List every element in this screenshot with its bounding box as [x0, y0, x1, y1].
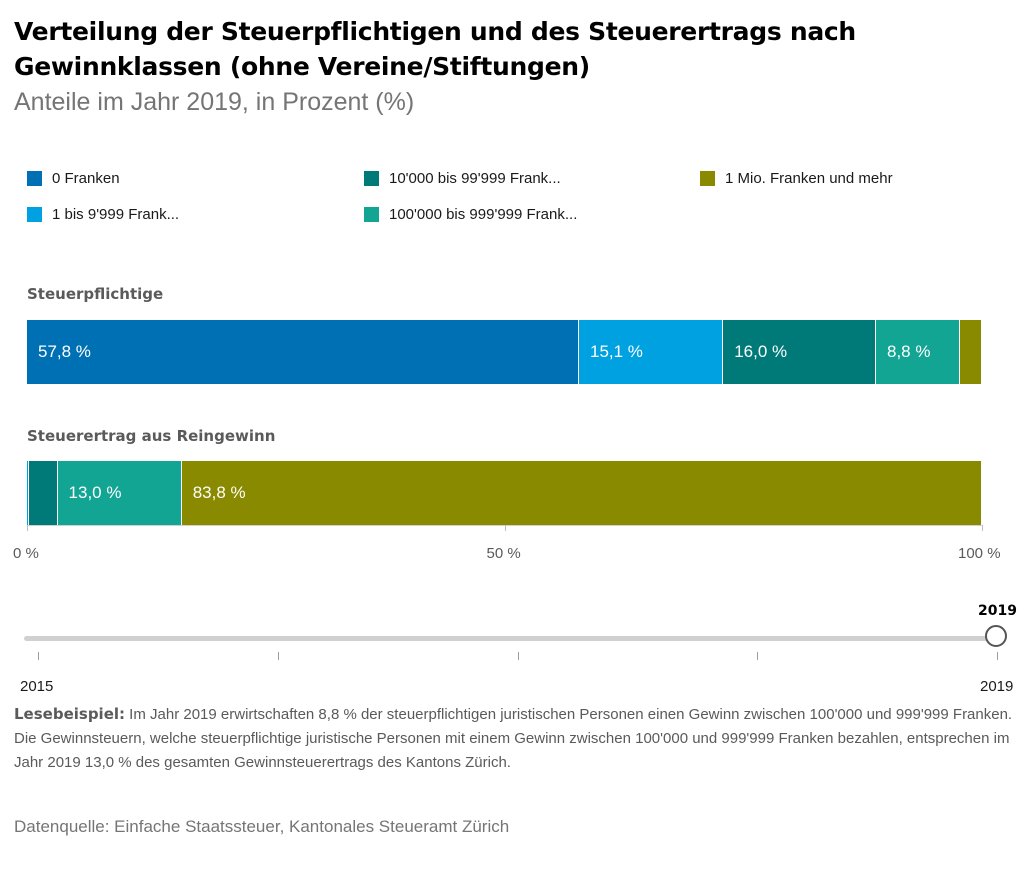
year-slider-handle[interactable] [985, 625, 1007, 647]
slider-start-label: 2015 [20, 678, 54, 695]
legend-swatch [27, 170, 42, 186]
slider-current-year: 2019 [978, 603, 1017, 619]
bar-segment[interactable] [181, 461, 982, 525]
bar-value-label: 57,8 % [38, 342, 91, 361]
bar-segment[interactable] [723, 320, 876, 384]
legend-item-0[interactable]: 0 Franken [27, 168, 120, 188]
legend-label: 10'000 bis 99'999 Frank... [389, 169, 561, 187]
legend-item-3[interactable]: 100'000 bis 999'999 Frank... [364, 204, 577, 224]
bar-segment[interactable] [28, 461, 58, 525]
row-label-steuerpflichtige: Steuerpflichtige [27, 285, 164, 303]
slider-tick [277, 652, 279, 660]
year-slider-track[interactable] [24, 636, 998, 641]
data-source: Datenquelle: Einfache Staatssteuer, Kant… [14, 817, 510, 836]
bar-row-steuerpflichtige: 57,8 % 15,1 % 16,0 % 8,8 % [27, 320, 982, 384]
chart-subtitle: Anteile im Jahr 2019, in Prozent (%) [14, 88, 415, 116]
legend-swatch [700, 170, 715, 186]
x-axis-tick [982, 525, 983, 531]
bar-value-label: 16,0 % [734, 342, 788, 361]
legend-label: 1 Mio. Franken und mehr [725, 169, 893, 187]
chart-title: Verteilung der Steuerpflichtigen und des… [14, 17, 856, 81]
legend-label: 1 bis 9'999 Frank... [52, 205, 180, 223]
x-axis-tick-label: 50 % [486, 545, 521, 562]
bar-value-label: 15,1 % [589, 342, 643, 361]
bar-value-label: 13,0 % [68, 483, 122, 502]
x-axis-tick [27, 525, 28, 531]
legend-item-2[interactable]: 10'000 bis 99'999 Frank... [364, 168, 561, 188]
bar-segment[interactable] [578, 320, 724, 384]
reading-example-text: Im Jahr 2019 erwirtschaften 8,8 % der st… [14, 706, 1013, 771]
x-axis-tick-label: 0 % [13, 545, 39, 562]
slider-tick [757, 652, 759, 660]
legend-swatch [364, 170, 379, 186]
reading-example: Lesebeispiel: Im Jahr 2019 erwirtschafte… [14, 702, 1014, 775]
reading-example-label: Lesebeispiel: [14, 705, 126, 723]
slider-tick [38, 652, 39, 660]
x-axis-tick-label: 100 % [958, 545, 1001, 562]
legend-item-1[interactable]: 1 bis 9'999 Frank... [27, 204, 179, 224]
bar-segment[interactable] [57, 461, 182, 525]
bar-segment[interactable] [875, 320, 961, 384]
bar-segment[interactable] [960, 320, 982, 384]
slider-end-label: 2019 [980, 678, 1014, 695]
legend-label: 100'000 bis 999'999 Frank... [389, 205, 578, 223]
row-label-steuerertrag: Steuerertrag aus Reingewinn [27, 427, 276, 445]
bar-value-label: 8,8 % [886, 342, 931, 361]
legend-swatch [27, 206, 42, 222]
slider-tick [997, 652, 998, 660]
legend-swatch [364, 206, 379, 222]
bar-value-label: 83,8 % [192, 483, 246, 502]
bar-row-steuerertrag: 13,0 % 83,8 % [27, 461, 982, 525]
slider-tick [517, 652, 519, 660]
bar-segment[interactable] [27, 320, 579, 384]
legend-label: 0 Franken [52, 169, 120, 187]
x-axis-tick [504, 525, 506, 531]
legend-item-4[interactable]: 1 Mio. Franken und mehr [700, 168, 893, 188]
bar-segment[interactable] [27, 461, 29, 525]
